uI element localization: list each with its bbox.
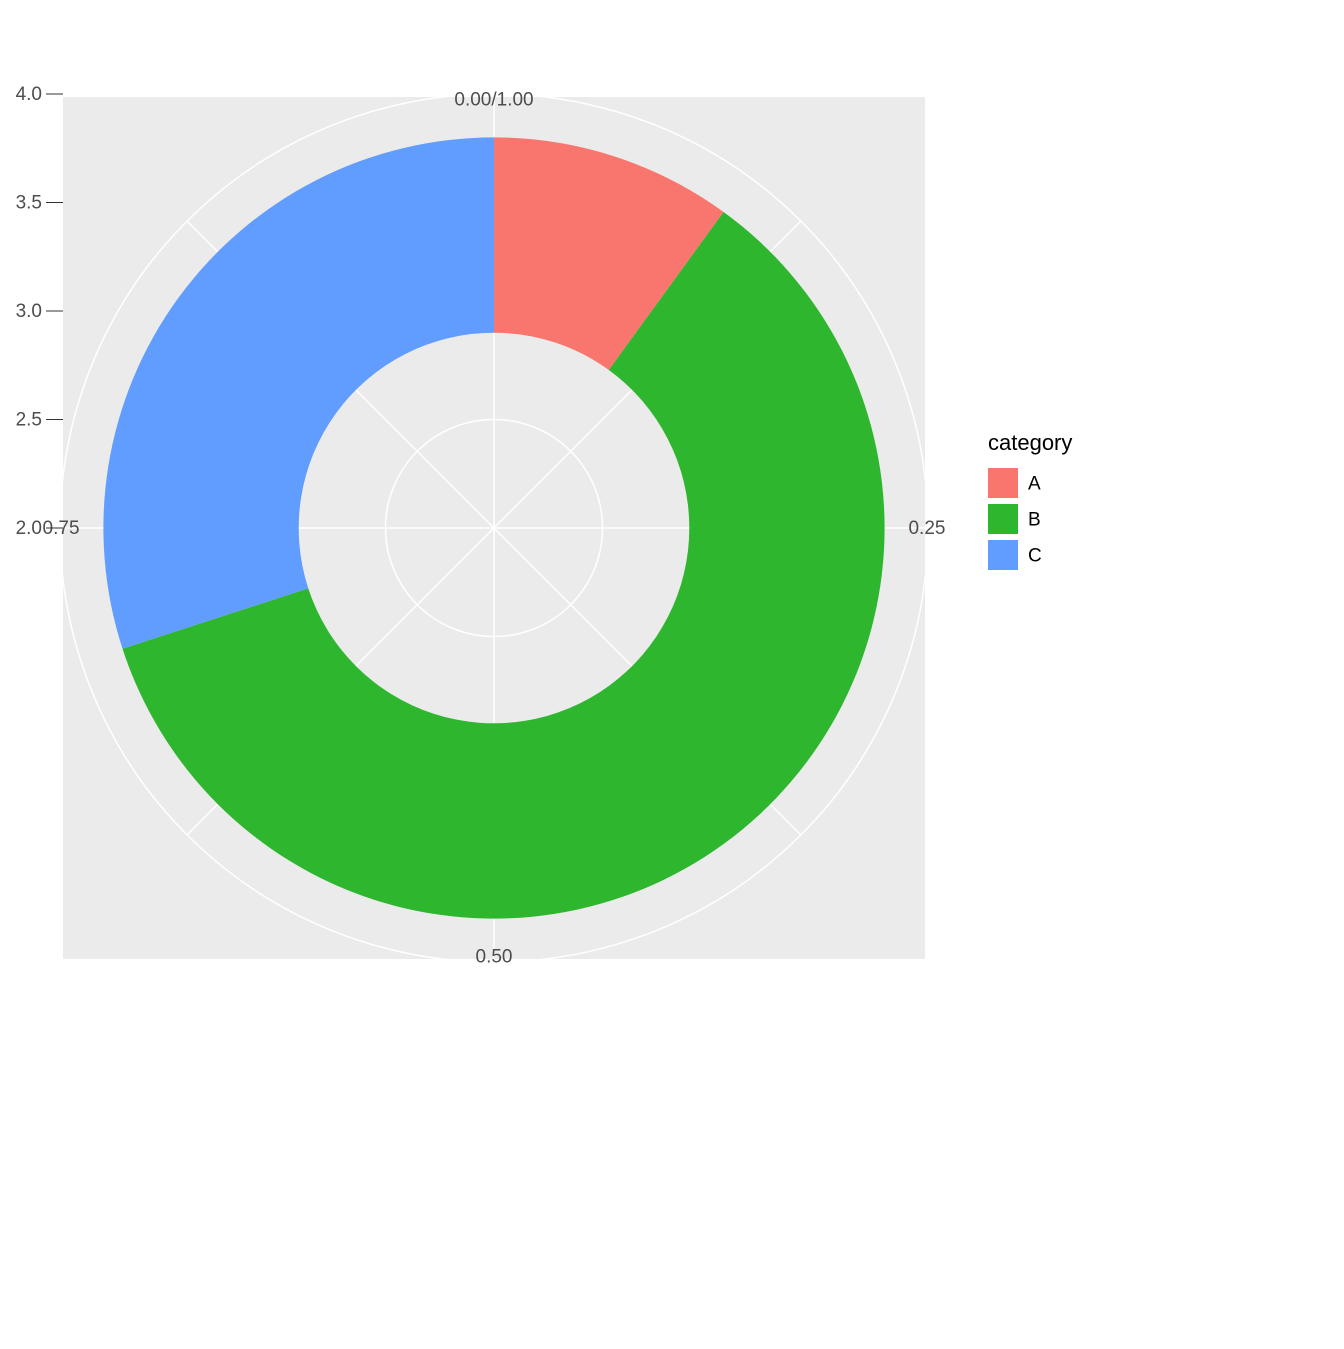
radial-tick-label: 3.5 xyxy=(16,193,42,214)
radial-tick-label: 2.5 xyxy=(16,410,42,431)
legend-label-a: A xyxy=(1028,474,1041,495)
angle-tick-label: 0.00/1.00 xyxy=(454,90,533,111)
legend-swatch-b xyxy=(988,504,1018,534)
legend-swatch-c xyxy=(988,540,1018,570)
legend-title: category xyxy=(988,430,1072,455)
donut-chart: 0.00/1.000.250.500.752.02.53.03.54.0cate… xyxy=(0,0,1344,1344)
radial-tick-label: 3.0 xyxy=(16,301,42,322)
legend-label-c: C xyxy=(1028,546,1042,567)
radial-tick-label: 4.0 xyxy=(16,84,42,105)
angle-tick-label: 0.25 xyxy=(908,518,945,539)
legend-label-b: B xyxy=(1028,510,1041,531)
legend-swatch-a xyxy=(988,468,1018,498)
angle-tick-label: 0.50 xyxy=(476,946,513,967)
radial-tick-label: 2.0 xyxy=(16,518,42,539)
